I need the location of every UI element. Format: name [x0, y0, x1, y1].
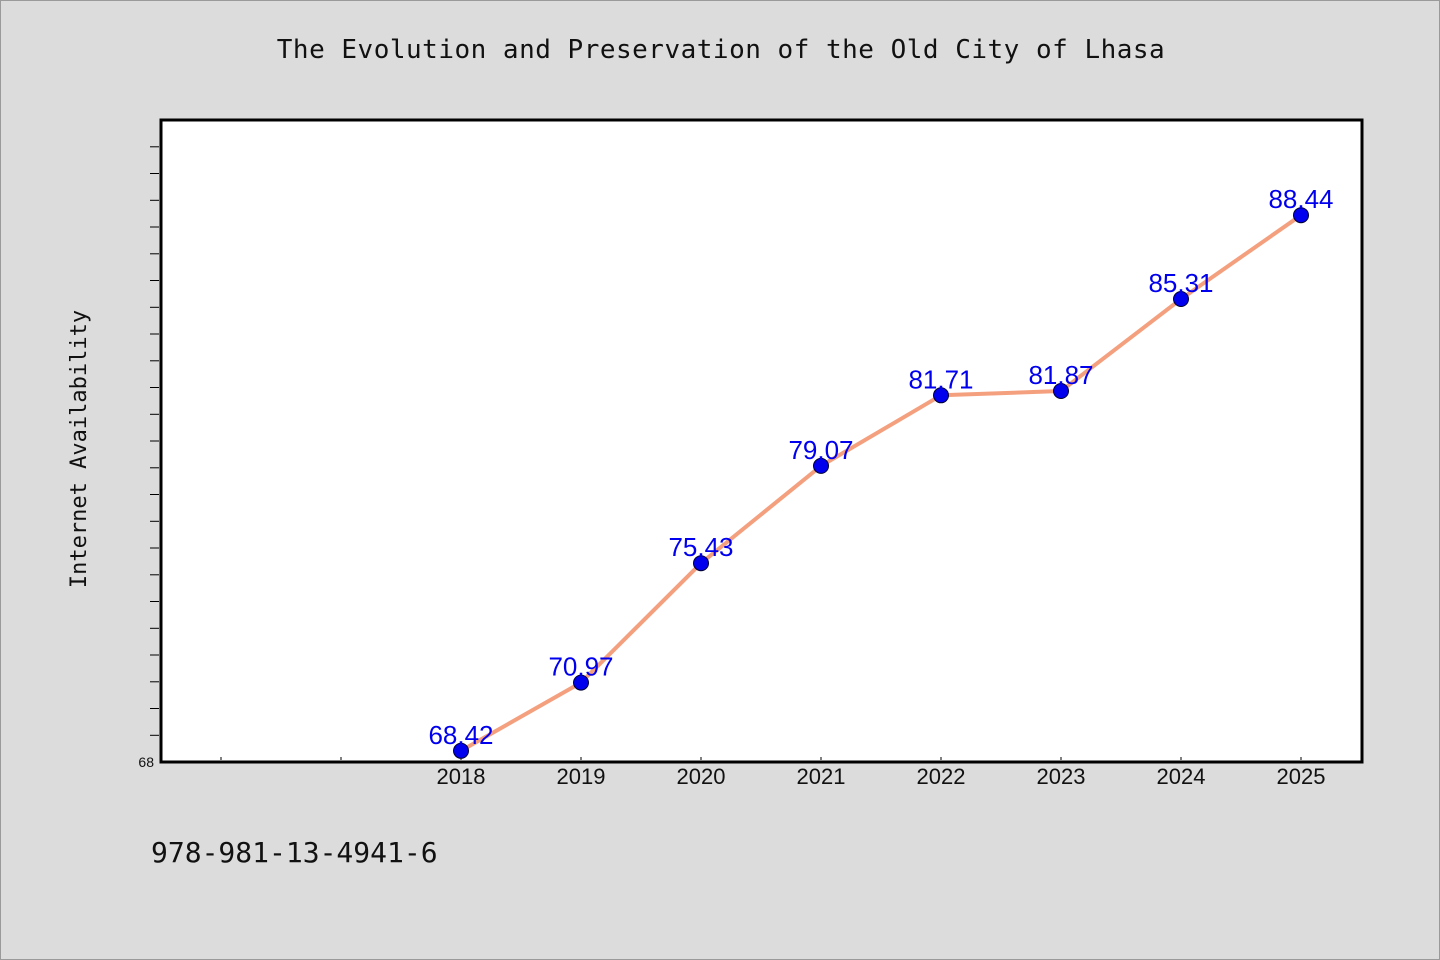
- isbn-text: 978-981-13-4941-6: [151, 836, 438, 869]
- data-label: 70.97: [548, 652, 613, 682]
- x-tick-label: 2021: [797, 764, 846, 789]
- x-tick-label: 2018: [437, 764, 486, 789]
- data-point: [453, 742, 469, 759]
- x-tick-label: 2020: [677, 764, 726, 789]
- data-label: 75.43: [668, 532, 733, 562]
- data-point: [1053, 383, 1069, 399]
- y-axis-label: Internet Availability: [67, 310, 92, 588]
- chart-title: The Evolution and Preservation of the Ol…: [276, 35, 1166, 65]
- plot-area: [159, 118, 1364, 764]
- data-label: 85.31: [1148, 268, 1213, 298]
- data-label: 81.71: [908, 364, 973, 394]
- data-label: 79.07: [788, 435, 853, 465]
- x-tick-label: 2022: [917, 764, 966, 789]
- data-point: [573, 674, 589, 691]
- data-point: [1173, 291, 1189, 307]
- x-tick-label: 2024: [1157, 764, 1206, 789]
- data-point: [813, 457, 829, 474]
- series-group: 68.42 70.97 75.43 79.07 81.71 81.87 85.31 88.44: [428, 184, 1334, 759]
- data-label: 81.87: [1028, 360, 1093, 390]
- data-point: [1293, 207, 1309, 224]
- y-axis-ticks: 68: [138, 146, 159, 770]
- data-point: [693, 555, 709, 572]
- data-label: 88.44: [1268, 184, 1333, 214]
- x-tick-label: 2023: [1037, 764, 1086, 789]
- data-point: [933, 387, 949, 404]
- data-label: 68.42: [428, 720, 493, 750]
- y-tick-label: 68: [138, 754, 154, 770]
- x-axis-ticks: 2018 2019 2020 2021 2022 2023 2024 2025: [220, 757, 1326, 789]
- x-tick-label: 2025: [1277, 764, 1326, 789]
- series-line: [459, 213, 1303, 753]
- x-tick-label: 2019: [557, 764, 606, 789]
